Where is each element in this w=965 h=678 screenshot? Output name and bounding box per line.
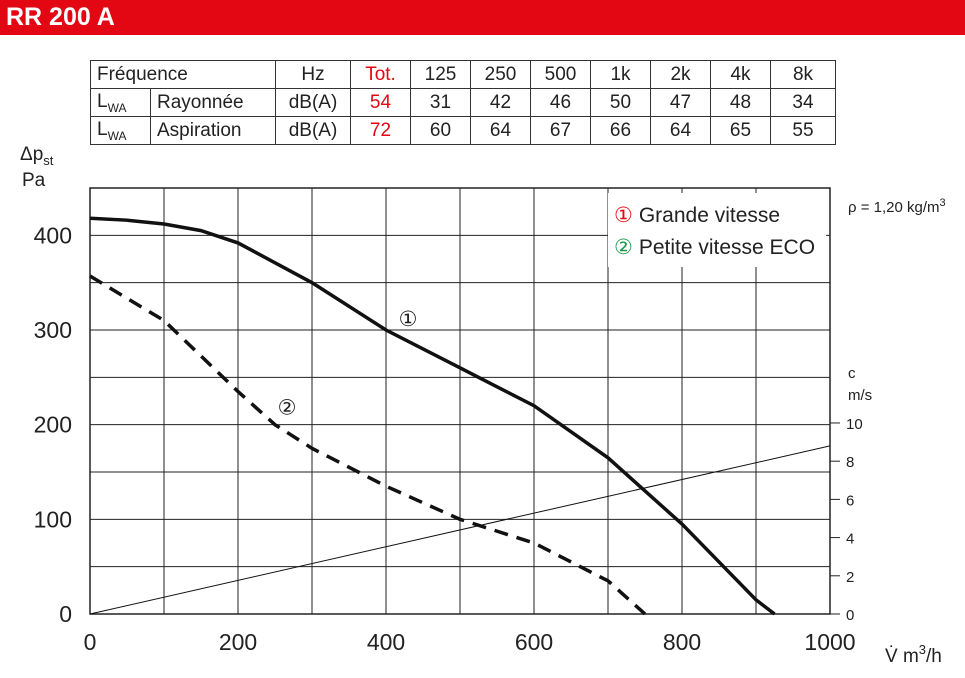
cell: 50 [590, 88, 651, 117]
y2-tick-label: 0 [846, 607, 854, 624]
legend-marker: ① [614, 204, 633, 227]
row-name: Aspiration [150, 116, 276, 145]
y-tick-label: 300 [34, 317, 72, 343]
unit: dB(A) [275, 88, 351, 117]
series-line [89, 216, 776, 616]
row-name: Rayonnée [150, 88, 276, 117]
y-tick-label: 0 [59, 601, 72, 627]
y-tick-label: 400 [34, 222, 72, 248]
label-sub: WA [107, 128, 127, 143]
y-tick-label: 200 [34, 412, 72, 438]
cell: 31 [410, 88, 471, 117]
sound-table: Fréquence Hz Tot. 125 250 500 1k 2k 4k 8k LWA Rayon… [90, 60, 836, 145]
y2-tick-label: 10 [846, 416, 863, 433]
x-label-sup: 3 [919, 642, 926, 657]
cell: 46 [530, 88, 591, 117]
curve-marker: ② [278, 397, 297, 420]
header-title: RR 200 A [0, 0, 965, 35]
total: 54 [350, 88, 411, 117]
y2-tick-label: 6 [846, 492, 854, 509]
label: L [97, 90, 108, 112]
label: L [97, 118, 108, 140]
y-label-sub: st [43, 153, 54, 168]
legend-entry: ② Petite vitesse ECO [614, 236, 815, 259]
x-label-end: /h [926, 646, 942, 667]
annotation-sup: 3 [940, 197, 946, 209]
unit: dB(A) [275, 116, 351, 145]
x-tick-label: 800 [663, 629, 701, 655]
x-tick-label: 1000 [804, 629, 855, 655]
cell: 48 [710, 88, 771, 117]
table-row: LWA Rayonnée dB(A) 54 31 42 46 50 47 48 34 [90, 88, 836, 117]
header-cell: 250 [470, 60, 531, 89]
x-axis-label: V̇ m3/h [885, 642, 942, 667]
header-cell: 8k [770, 60, 836, 89]
x-tick-label: 600 [515, 629, 553, 655]
header-cell: Hz [275, 60, 351, 89]
x-tick-label: 400 [367, 629, 405, 655]
cell: 64 [650, 116, 711, 145]
total: 72 [350, 116, 411, 145]
cell: 47 [650, 88, 711, 117]
cell: 65 [710, 116, 771, 145]
y2-tick-label: 8 [846, 454, 854, 471]
header-cell: 1k [590, 60, 651, 89]
header-row: Fréquence Hz Tot. 125 250 500 1k 2k 4k 8k [90, 60, 836, 89]
header-cell: Tot. [350, 60, 411, 89]
cell: 64 [470, 116, 531, 145]
x-tick-label: 200 [219, 629, 257, 655]
legend-entry: ① Grande vitesse [614, 204, 780, 227]
header-cell: Fréquence [90, 60, 276, 89]
series-line [89, 274, 647, 616]
cell: 60 [410, 116, 471, 145]
plot-area [89, 187, 831, 615]
header-cell: 125 [410, 60, 471, 89]
legend-box [608, 193, 826, 267]
label-sub: WA [107, 100, 127, 115]
legend-label: Grande vitesse [639, 204, 780, 227]
cell: 67 [530, 116, 591, 145]
cell: 66 [590, 116, 651, 145]
header-cell: 4k [710, 60, 771, 89]
y-label-main: Δp [20, 144, 43, 165]
x-tick-label: 0 [84, 629, 97, 655]
y2-tick-label: 4 [846, 531, 854, 548]
legend-label: Petite vitesse ECO [639, 236, 815, 259]
cell: 42 [470, 88, 531, 117]
x-label-main: V̇ m [885, 646, 919, 667]
cell: 55 [770, 116, 836, 145]
cell: 34 [770, 88, 836, 117]
legend-marker: ② [614, 236, 633, 259]
annotation-main: ρ = 1,20 kg/m [848, 199, 940, 216]
series-line [89, 445, 831, 615]
annotation: ρ = 1,20 kg/m3 [848, 197, 946, 216]
curve-marker: ① [399, 308, 418, 331]
y-axis-label: Δpst [20, 144, 54, 168]
level-label: LWA [90, 88, 151, 117]
header-cell: 500 [530, 60, 591, 89]
header-cell: 2k [650, 60, 711, 89]
y-tick-label: 100 [34, 506, 72, 532]
y2-axis-label: c [848, 365, 856, 382]
level-label: LWA [90, 116, 151, 145]
y-axis-unit: Pa [22, 170, 46, 191]
y2-axis-unit: m/s [848, 387, 872, 404]
table-row: LWA Aspiration dB(A) 72 60 64 67 66 64 65 55 [90, 116, 836, 145]
y2-tick-label: 2 [846, 569, 854, 586]
